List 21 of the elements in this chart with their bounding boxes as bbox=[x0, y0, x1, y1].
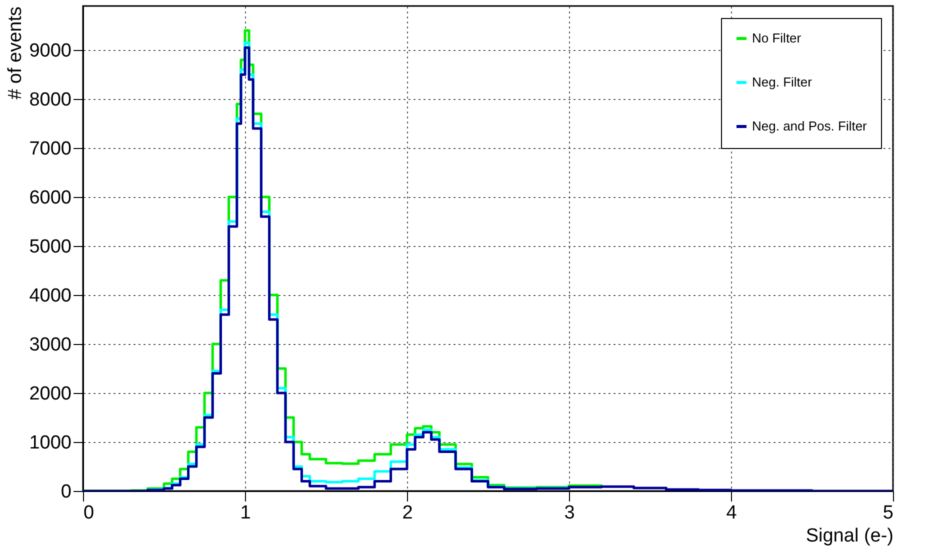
y-tick-label: 2000 bbox=[29, 384, 72, 405]
y-tick-label: 8000 bbox=[29, 90, 72, 111]
y-tick-label: 5000 bbox=[29, 236, 72, 258]
y-tick-label: 6000 bbox=[29, 188, 72, 209]
y-tick-label: 4000 bbox=[29, 286, 72, 307]
y-tick-label: 1000 bbox=[29, 432, 72, 454]
y-tick-label: 9000 bbox=[29, 40, 72, 62]
x-tick-label: 0 bbox=[84, 502, 94, 524]
x-tick-label: 2 bbox=[402, 502, 413, 524]
legend-label: No Filter bbox=[752, 30, 802, 46]
x-tick-label: 5 bbox=[882, 502, 894, 524]
y-tick-label: 3000 bbox=[29, 334, 72, 356]
x-tick-label: 1 bbox=[240, 502, 251, 524]
legend-label: Neg. and Pos. Filter bbox=[752, 118, 868, 134]
x-axis-title: Signal (e-) bbox=[806, 526, 894, 546]
y-tick-label: 0 bbox=[60, 482, 72, 502]
x-tick-label: 4 bbox=[726, 502, 738, 524]
y-tick-label: 7000 bbox=[29, 138, 72, 160]
legend-label: Neg. Filter bbox=[752, 74, 813, 90]
y-axis-title: # of events bbox=[5, 6, 26, 100]
x-tick-label: 3 bbox=[564, 502, 575, 524]
